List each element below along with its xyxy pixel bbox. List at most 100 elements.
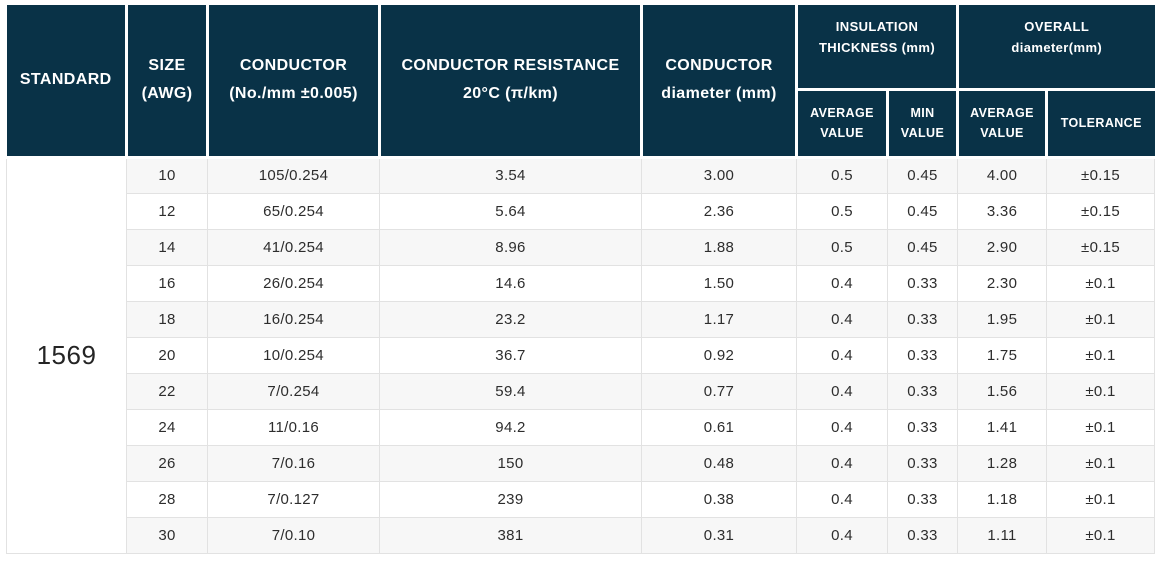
cell-tolerance: ±0.1 [1046, 480, 1156, 518]
cell-size: 18 [126, 300, 208, 338]
cell-insulation-min: 0.33 [886, 372, 959, 410]
cell-insulation-min: 0.33 [886, 300, 959, 338]
header-conductor: CONDUCTOR (No./mm ±0.005) [206, 5, 381, 159]
cell-diameter: 0.92 [641, 336, 797, 374]
cell-conductor: 41/0.254 [207, 228, 380, 266]
cell-resistance: 3.54 [379, 156, 642, 194]
cell-resistance: 23.2 [379, 300, 642, 338]
cell-diameter: 0.38 [641, 480, 797, 518]
table-row: 20 10/0.254 36.7 0.92 0.4 0.33 1.75 ±0.1 [7, 336, 1156, 374]
cell-overall-average: 1.56 [957, 372, 1048, 410]
cell-resistance: 14.6 [379, 264, 642, 302]
cell-insulation-min: 0.45 [886, 192, 959, 230]
cell-overall-average: 1.11 [957, 516, 1048, 554]
cell-resistance: 381 [379, 516, 642, 554]
table-row: 18 16/0.254 23.2 1.17 0.4 0.33 1.95 ±0.1 [7, 300, 1156, 338]
cell-insulation-average: 0.4 [796, 408, 888, 446]
cell-resistance: 36.7 [379, 336, 642, 374]
cell-diameter: 1.17 [641, 300, 797, 338]
cell-tolerance: ±0.15 [1046, 156, 1156, 194]
cell-insulation-average: 0.4 [796, 300, 888, 338]
header-sub-row: AVERAGE VALUE MIN VALUE AVERAGE VALUE TO… [7, 87, 1155, 159]
cell-size: 12 [126, 192, 208, 230]
cell-conductor: 7/0.127 [207, 480, 380, 518]
cell-resistance: 59.4 [379, 372, 642, 410]
cell-diameter: 0.31 [641, 516, 797, 554]
table-row: 28 7/0.127 239 0.38 0.4 0.33 1.18 ±0.1 [7, 480, 1156, 518]
cell-conductor: 10/0.254 [207, 336, 380, 374]
cell-resistance: 94.2 [379, 408, 642, 446]
cell-conductor: 16/0.254 [207, 300, 380, 338]
cell-resistance: 5.64 [379, 192, 642, 230]
cell-tolerance: ±0.15 [1046, 192, 1156, 230]
cell-overall-average: 4.00 [957, 156, 1048, 194]
table-row: 1569 10 105/0.254 3.54 3.00 0.5 0.45 4.00… [6, 156, 1156, 554]
cell-diameter: 1.50 [641, 264, 797, 302]
cell-insulation-min: 0.33 [886, 264, 959, 302]
header-insulation-group: INSULATION THICKNESS (mm) [794, 5, 960, 91]
wire-spec-table: STANDARD SIZE (AWG) CONDUCTOR (No./mm ±0… [6, 5, 1156, 554]
cell-diameter: 0.61 [641, 408, 797, 446]
cell-size: 26 [126, 444, 208, 482]
table-row: 24 11/0.16 94.2 0.61 0.4 0.33 1.41 ±0.1 [7, 408, 1156, 446]
cell-insulation-average: 0.5 [796, 156, 888, 194]
cell-tolerance: ±0.15 [1046, 228, 1156, 266]
cell-conductor: 65/0.254 [207, 192, 380, 230]
table-row: 30 7/0.10 381 0.31 0.4 0.33 1.11 ±0.1 [7, 516, 1156, 554]
cell-insulation-average: 0.4 [796, 336, 888, 374]
cell-diameter: 0.77 [641, 372, 797, 410]
cell-resistance: 8.96 [379, 228, 642, 266]
table-row: 16 26/0.254 14.6 1.50 0.4 0.33 2.30 ±0.1 [7, 264, 1156, 302]
cell-conductor: 7/0.16 [207, 444, 380, 482]
cell-insulation-average: 0.4 [796, 264, 888, 302]
cell-insulation-min: 0.33 [886, 516, 959, 554]
cell-insulation-average: 0.4 [796, 516, 888, 554]
header-group-row: STANDARD SIZE (AWG) CONDUCTOR (No./mm ±0… [6, 5, 1155, 159]
table-row: 14 41/0.254 8.96 1.88 0.5 0.45 2.90 ±0.1… [7, 228, 1156, 266]
cell-tolerance: ±0.1 [1046, 372, 1156, 410]
header-tolerance: TOLERANCE [1045, 87, 1155, 159]
cell-tolerance: ±0.1 [1046, 336, 1156, 374]
cell-size: 14 [126, 228, 208, 266]
header-insulation-average: AVERAGE VALUE [796, 87, 889, 159]
cell-conductor: 11/0.16 [207, 408, 380, 446]
cell-insulation-min: 0.45 [886, 228, 959, 266]
header-overall-average: AVERAGE VALUE [956, 87, 1049, 159]
cell-insulation-min: 0.33 [886, 480, 959, 518]
cell-overall-average: 1.18 [957, 480, 1048, 518]
cell-conductor: 7/0.254 [207, 372, 380, 410]
cell-conductor: 26/0.254 [207, 264, 380, 302]
cell-overall-average: 3.36 [957, 192, 1048, 230]
cell-size: 24 [126, 408, 208, 446]
cell-diameter: 1.88 [641, 228, 797, 266]
cell-insulation-average: 0.5 [796, 228, 888, 266]
cell-insulation-average: 0.4 [796, 480, 888, 518]
cell-insulation-min: 0.33 [886, 408, 959, 446]
cell-size: 30 [126, 516, 208, 554]
cell-insulation-min: 0.45 [886, 156, 959, 194]
cell-tolerance: ±0.1 [1046, 264, 1156, 302]
header-diameter: CONDUCTOR diameter (mm) [640, 5, 798, 159]
cell-overall-average: 2.90 [957, 228, 1048, 266]
cell-overall-average: 1.28 [957, 444, 1048, 482]
table-body: 1569 10 105/0.254 3.54 3.00 0.5 0.45 4.00… [6, 156, 1156, 554]
cell-diameter: 0.48 [641, 444, 797, 482]
cell-insulation-min: 0.33 [886, 444, 959, 482]
cell-conductor: 7/0.10 [207, 516, 380, 554]
cell-size: 10 [126, 156, 208, 194]
cell-overall-average: 1.41 [957, 408, 1048, 446]
cell-tolerance: ±0.1 [1046, 300, 1156, 338]
header-size: SIZE (AWG) [125, 5, 209, 159]
table-row: 12 65/0.254 5.64 2.36 0.5 0.45 3.36 ±0.1… [7, 192, 1156, 230]
table-row: 26 7/0.16 150 0.48 0.4 0.33 1.28 ±0.1 [7, 444, 1156, 482]
cell-size: 28 [126, 480, 208, 518]
table-header: STANDARD SIZE (AWG) CONDUCTOR (No./mm ±0… [6, 5, 1155, 159]
header-standard: STANDARD [6, 5, 128, 159]
cell-resistance: 239 [379, 480, 642, 518]
header-insulation-min: MIN VALUE [885, 87, 960, 159]
cell-overall-average: 2.30 [957, 264, 1048, 302]
cell-insulation-min: 0.33 [886, 336, 959, 374]
header-overall-group: OVERALL diameter(mm) [956, 5, 1155, 91]
cell-diameter: 3.00 [641, 156, 797, 194]
